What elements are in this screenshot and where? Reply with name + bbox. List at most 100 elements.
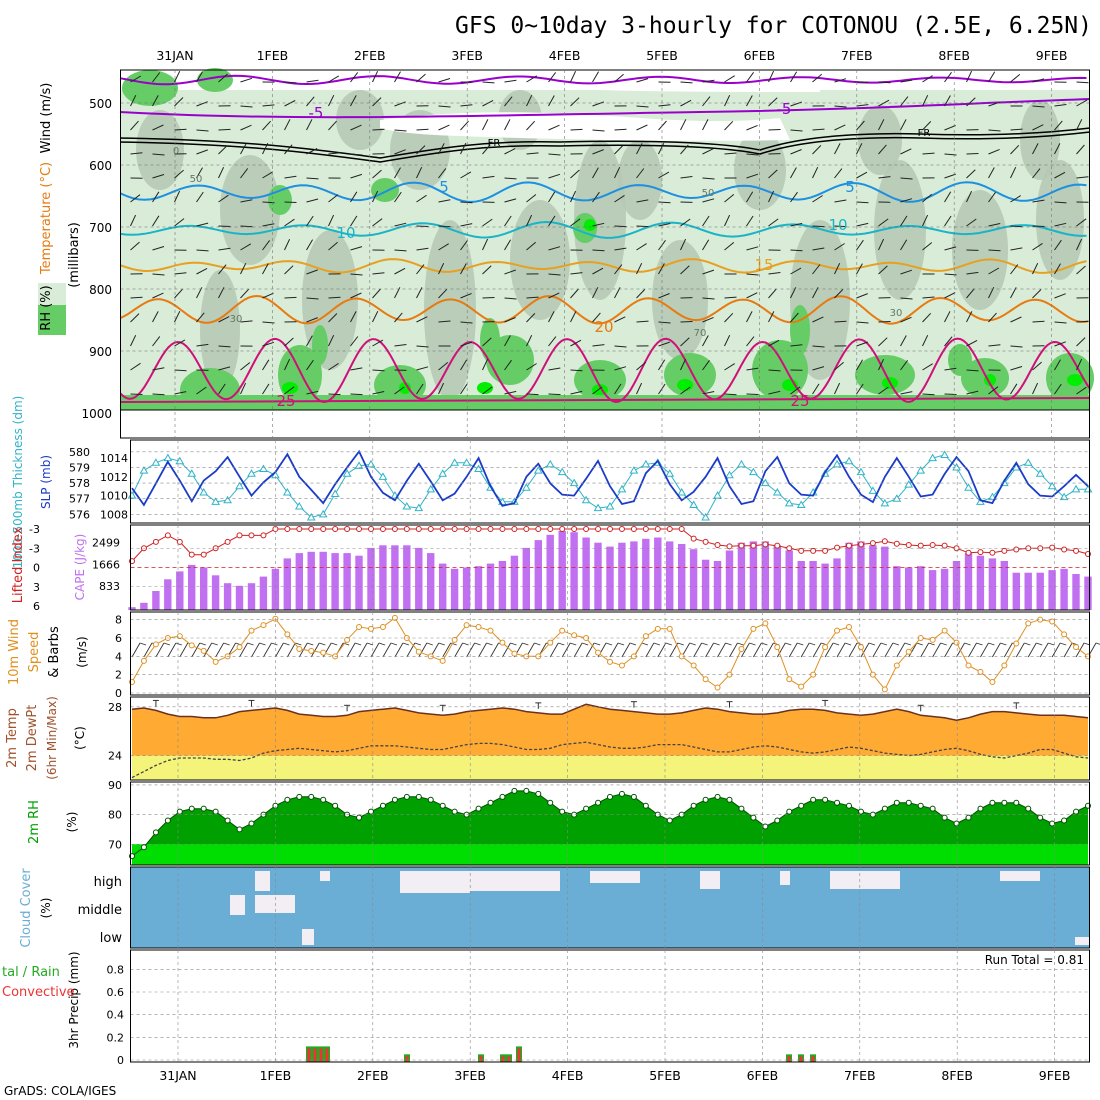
- upper-wind-barb: [768, 97, 778, 107]
- thickness-point: [1023, 458, 1033, 466]
- li-tick-label: -3: [29, 542, 40, 555]
- upper-wind-barb: [812, 128, 825, 131]
- precip-convective-bar: [811, 1056, 815, 1062]
- upper-wind-barb: [856, 201, 869, 204]
- rh-moist-area: [312, 325, 328, 365]
- upper-wind-barb: [218, 247, 231, 251]
- upper-wind-barb: [592, 222, 605, 227]
- upper-wind-barb: [922, 121, 932, 131]
- upper-wind-barb: [218, 345, 231, 348]
- wind-speed-point: [511, 650, 518, 657]
- upper-wind-barb: [988, 386, 999, 395]
- surface-wind-barb-flag: [749, 642, 756, 646]
- upper-wind-barb: [768, 190, 775, 203]
- cape-bar: [689, 549, 698, 610]
- upper-wind-barb: [460, 171, 472, 179]
- upper-wind-barb: [702, 148, 714, 155]
- upper-wind-barb: [306, 269, 318, 275]
- upper-wind-barb: [878, 238, 885, 251]
- upper-wind-barb: [812, 195, 823, 203]
- wind-speed-point: [559, 627, 566, 634]
- cape-bar: [534, 540, 542, 610]
- upper-wind-barb: [526, 393, 539, 396]
- upper-wind-barb: [1010, 144, 1020, 155]
- contour-label: 25: [790, 392, 809, 410]
- cloud-panel-frame: [130, 866, 1090, 949]
- cape-bar: [594, 542, 602, 610]
- upper-wind-barb: [834, 78, 847, 83]
- precip-convective-bar: [313, 1048, 317, 1062]
- upper-wind-barb: [702, 198, 715, 203]
- thickness-tick-label: 580: [69, 446, 90, 459]
- upper-wind-barb: [1010, 128, 1023, 131]
- cape-bar: [510, 555, 519, 610]
- upper-wind-barb: [812, 166, 819, 179]
- rh-moist-area: [371, 178, 399, 202]
- upper-wind-barb: [768, 129, 781, 131]
- cape-bar: [247, 583, 256, 610]
- cape-bar: [474, 566, 483, 610]
- wind-speed-point: [702, 676, 709, 683]
- upper-wind-barb: [328, 393, 341, 396]
- surface-wind-barb: [764, 642, 774, 658]
- lifted-index-point: [356, 526, 363, 532]
- upper-wind-barb: [636, 105, 649, 108]
- upper-wind-barb: [284, 265, 294, 275]
- thickness-point: [868, 486, 878, 494]
- lifted-index-point: [989, 549, 996, 556]
- precip-tick-label: 0.4: [107, 1009, 125, 1022]
- upper-wind-barb: [438, 243, 449, 251]
- upper-wind-barb: [614, 194, 625, 203]
- thickness-point: [701, 512, 710, 521]
- upper-wind-barb: [504, 390, 517, 395]
- surface-wind-barb: [561, 642, 571, 658]
- rh-dry-band: [600, 79, 820, 92]
- upper-wind-barb: [504, 79, 517, 83]
- upper-wind-barb: [460, 359, 468, 371]
- surface-wind-barb-flag: [689, 642, 696, 646]
- upper-wind-barb: [680, 386, 691, 395]
- surface-wind-barb-flag: [976, 642, 983, 646]
- surface-wind-barb-flag: [307, 642, 314, 646]
- upper-wind-barb: [592, 167, 599, 179]
- upper-wind-barb: [394, 249, 407, 252]
- surface-wind-barb: [382, 642, 392, 658]
- lifted-index-point: [523, 526, 530, 532]
- cape-bar: [128, 607, 136, 610]
- contour-label: 5: [845, 178, 855, 196]
- surface-wind-barb-flag: [139, 642, 147, 646]
- surface-wind-barb-flag: [283, 642, 290, 646]
- rh-saturated-area: [677, 379, 693, 391]
- upper-wind-barb: [130, 75, 142, 83]
- freezing-level-contour: [119, 131, 1091, 163]
- contour-label: FR: [488, 138, 501, 149]
- rh-point: [427, 796, 434, 803]
- upper-wind-barb: [1032, 320, 1045, 323]
- surface-wind-barb: [705, 642, 714, 658]
- upper-wind-barb: [658, 104, 671, 107]
- cape-bar: [462, 567, 471, 610]
- upper-wind-barb: [746, 95, 753, 107]
- surface-wind-barb: [179, 642, 189, 658]
- upper-wind-barb: [702, 269, 715, 275]
- surface-wind-barb: [1039, 642, 1049, 658]
- wind-speed-point: [487, 627, 494, 634]
- thickness-point: [318, 509, 328, 518]
- temp-units-label: (°C): [73, 726, 87, 750]
- cape-bar: [737, 542, 746, 610]
- lifted-index-point: [618, 526, 625, 532]
- surface-wind-barb: [824, 642, 834, 658]
- upper-wind-barb: [988, 148, 1000, 155]
- y-tick-label: 1000: [81, 407, 112, 421]
- wind-axis-label-c: & Barbs: [47, 626, 62, 678]
- upper-wind-barb: [416, 194, 427, 203]
- cape-bar: [976, 555, 985, 610]
- upper-wind-barb: [416, 316, 428, 323]
- upper-wind-barb: [812, 225, 825, 228]
- upper-wind-barb: [196, 249, 209, 252]
- upper-wind-barb: [790, 71, 798, 83]
- upper-wind-barb: [548, 393, 561, 396]
- cape-bar: [917, 566, 925, 610]
- upper-wind-barb: [262, 120, 271, 131]
- upper-wind-barb: [1032, 382, 1039, 395]
